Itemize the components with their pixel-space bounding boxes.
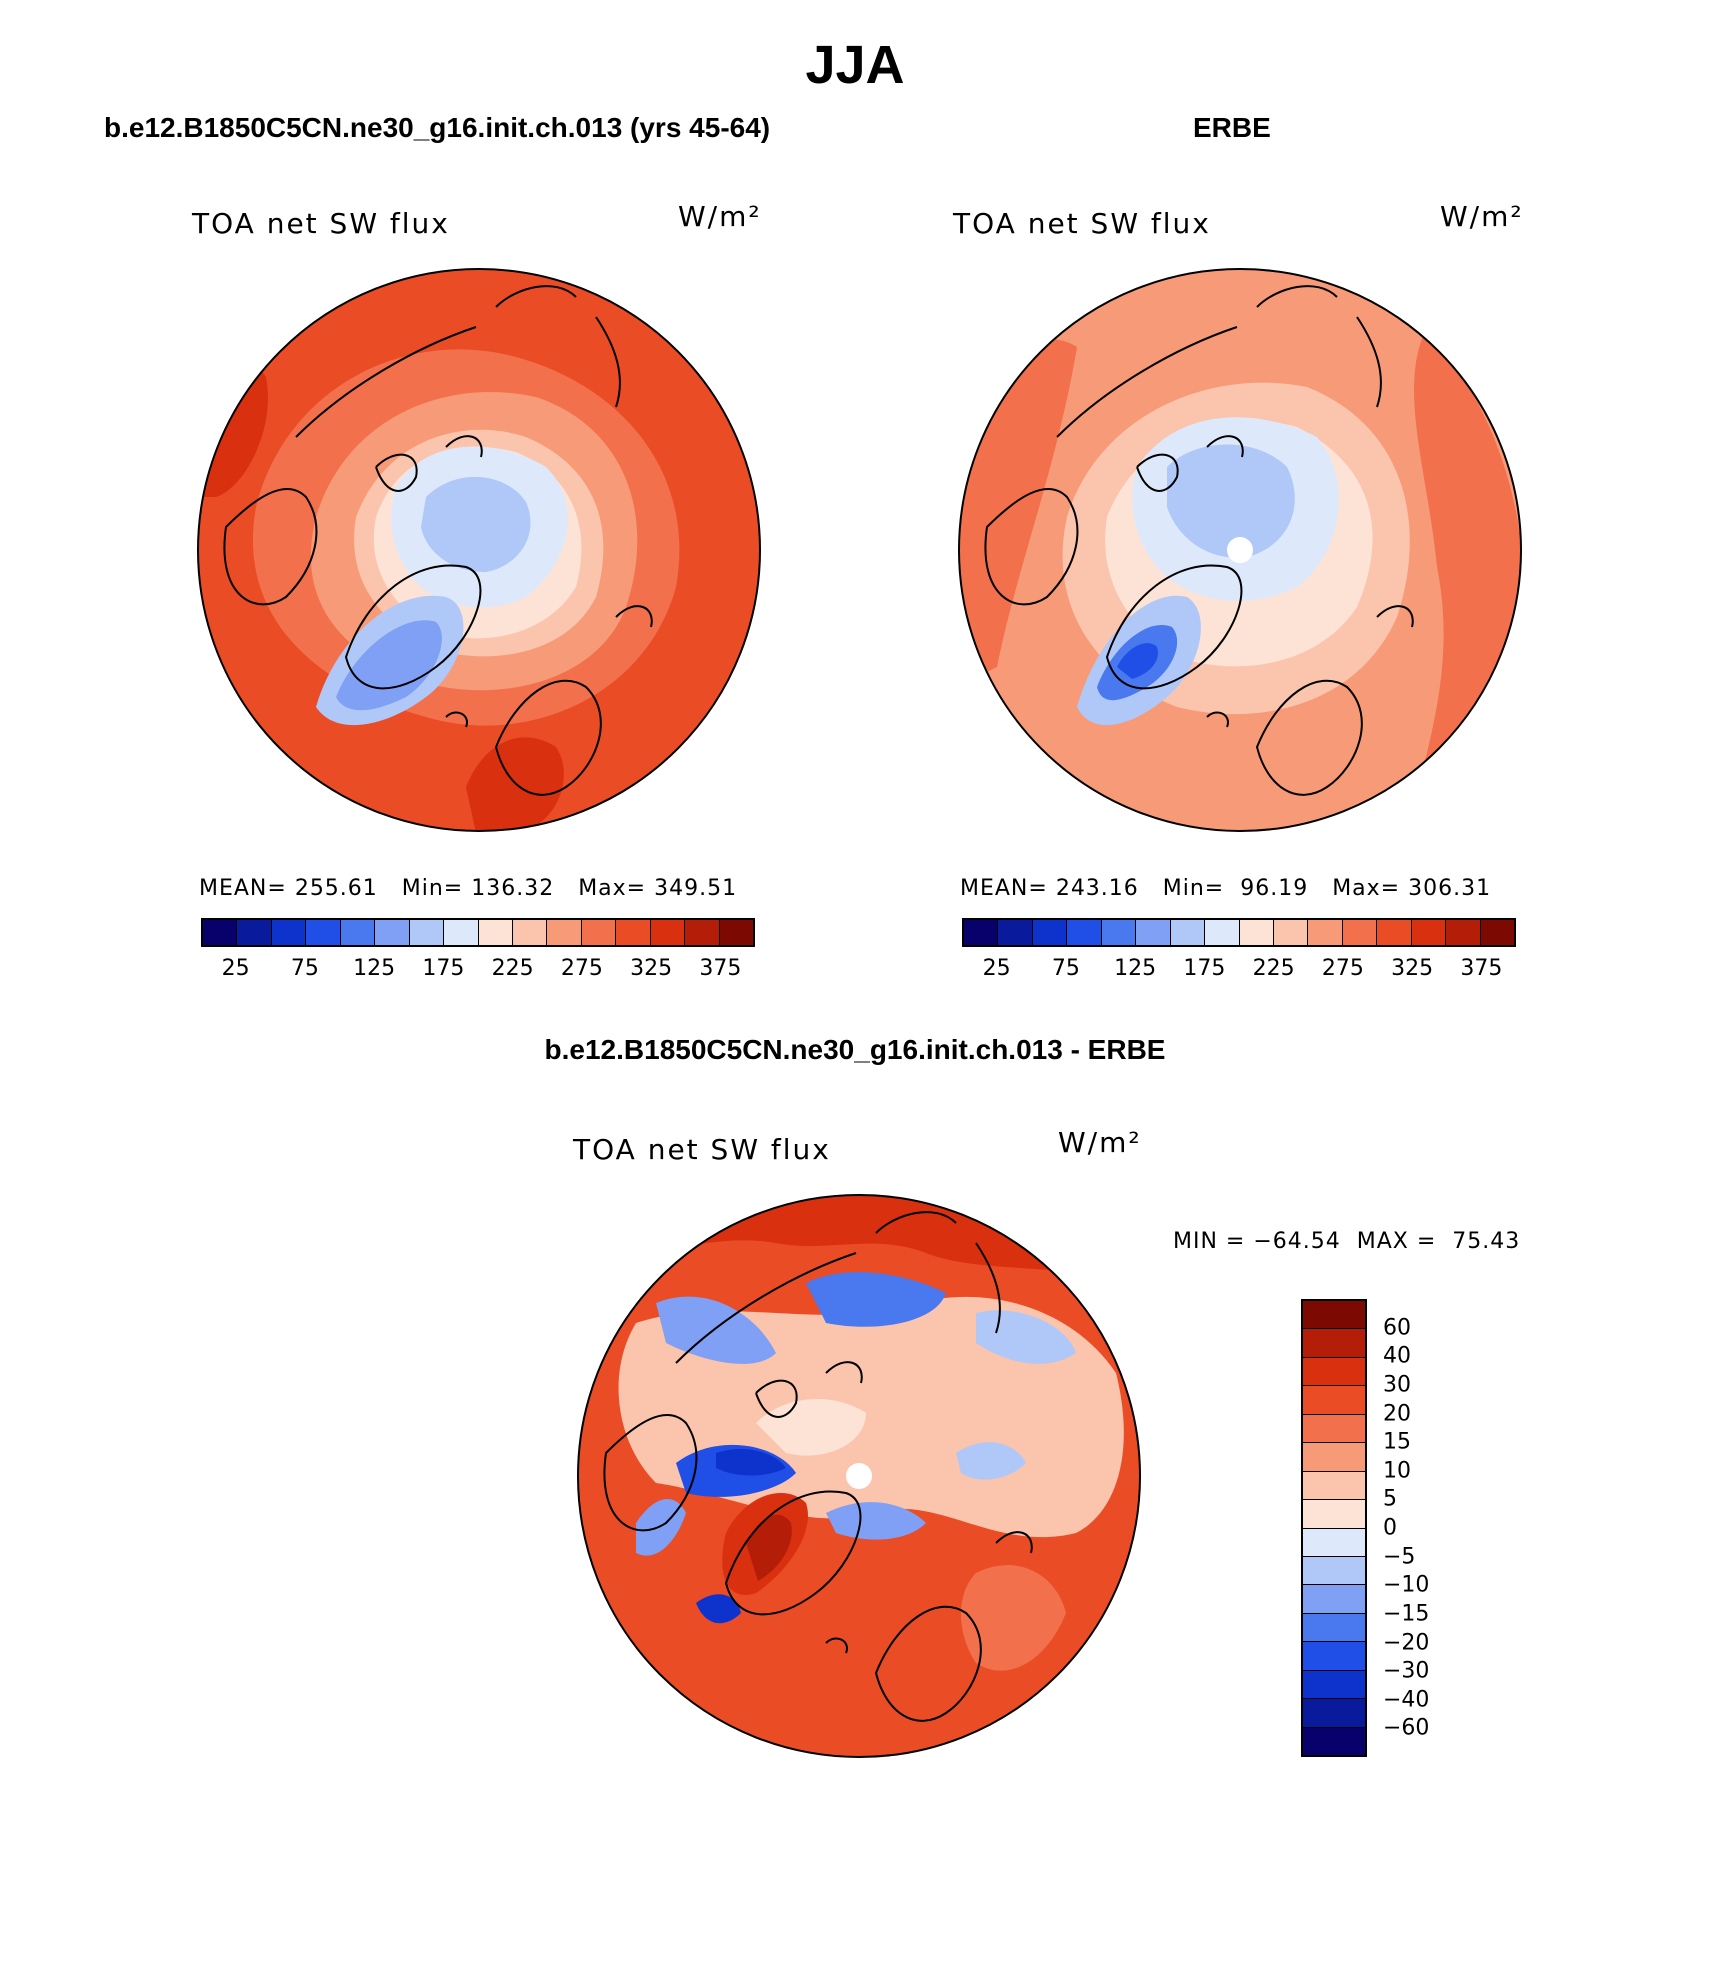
obs-colorbar-swatch	[1032, 920, 1068, 945]
model-units-label: W/m²	[678, 200, 762, 233]
obs-colorbar-swatch	[1273, 920, 1309, 945]
diff-colorbar-swatch	[1303, 1301, 1365, 1330]
obs-panel-title: ERBE	[1193, 112, 1271, 143]
diff-colorbar-swatch	[1303, 1613, 1365, 1643]
diff-colorbar-tick-label: 40	[1383, 1343, 1411, 1369]
obs-colorbar-tick-label: 75	[1051, 956, 1080, 981]
diff-colorbar	[1301, 1299, 1367, 1757]
model-colorbar-swatch	[512, 920, 548, 945]
obs-colorbar-swatch	[1136, 920, 1171, 945]
model-colorbar-swatch	[719, 920, 753, 945]
obs-colorbar-tick-label: 25	[982, 956, 1011, 981]
diff-colorbar-tick-label: 10	[1383, 1458, 1411, 1484]
obs-colorbar	[962, 918, 1516, 947]
model-colorbar-swatch	[203, 920, 238, 945]
obs-colorbar-swatch	[1377, 920, 1412, 945]
obs-colorbar-swatch	[1308, 920, 1343, 945]
model-colorbar	[201, 918, 755, 947]
diff-polar-map	[577, 1194, 1141, 1758]
diff-colorbar-swatch	[1303, 1642, 1365, 1671]
diff-units-label: W/m²	[1058, 1126, 1142, 1159]
diff-colorbar-tick-label: −15	[1383, 1601, 1430, 1627]
obs-colorbar-swatch	[964, 920, 999, 945]
diff-colorbar-swatch	[1303, 1471, 1365, 1501]
model-colorbar-swatch	[444, 920, 479, 945]
model-colorbar-swatch	[650, 920, 686, 945]
diff-colorbar-tick-label: 20	[1383, 1401, 1411, 1426]
diff-colorbar-swatch	[1303, 1585, 1365, 1614]
diff-colorbar-swatch	[1303, 1699, 1365, 1728]
obs-units-label: W/m²	[1440, 200, 1524, 233]
figure-title: JJA	[805, 35, 905, 95]
diff-colorbar-swatch	[1303, 1670, 1365, 1700]
model-panel-title: b.e12.B1850C5CN.ne30_g16.init.ch.013 (yr…	[104, 112, 771, 143]
model-colorbar-tick-label: 325	[630, 956, 673, 981]
diff-colorbar-swatch	[1303, 1386, 1365, 1415]
diff-colorbar-tick-label: 60	[1383, 1315, 1411, 1341]
model-colorbar-tick-label: 125	[353, 956, 396, 981]
diff-colorbar-swatch	[1303, 1329, 1365, 1358]
obs-colorbar-swatch	[1170, 920, 1206, 945]
diff-panel-title: b.e12.B1850C5CN.ne30_g16.init.ch.013 - E…	[544, 1034, 1166, 1065]
model-colorbar-swatch	[375, 920, 410, 945]
obs-colorbar-swatch	[1342, 920, 1378, 945]
obs-colorbar-tick-label: 325	[1391, 956, 1434, 981]
model-colorbar-tick-label: 375	[699, 956, 742, 981]
obs-colorbar-swatch	[998, 920, 1033, 945]
diff-colorbar-swatch	[1303, 1500, 1365, 1529]
model-colorbar-tick-label: 25	[221, 956, 250, 981]
obs-colorbar-swatch	[1446, 920, 1481, 945]
obs-colorbar-tick-label: 175	[1183, 956, 1226, 981]
obs-colorbar-swatch	[1205, 920, 1240, 945]
model-colorbar-swatch	[237, 920, 272, 945]
model-colorbar-tick-label: 275	[560, 956, 603, 981]
diff-stats: MIN = −64.54 MAX = 75.43	[1173, 1229, 1521, 1254]
obs-colorbar-swatch	[1411, 920, 1447, 945]
obs-polar-map	[958, 268, 1522, 832]
diff-colorbar-tick-label: 0	[1383, 1515, 1397, 1541]
obs-colorbar-swatch	[1239, 920, 1274, 945]
diff-colorbar-tick-label: 30	[1383, 1372, 1411, 1398]
model-colorbar-swatch	[409, 920, 445, 945]
obs-colorbar-tick-label: 275	[1321, 956, 1364, 981]
model-colorbar-swatch	[271, 920, 307, 945]
obs-colorbar-tick-label: 225	[1252, 956, 1295, 981]
model-colorbar-swatch	[340, 920, 376, 945]
diff-colorbar-tick-label: −30	[1383, 1658, 1430, 1684]
diff-colorbar-tick-label: −40	[1383, 1687, 1430, 1713]
obs-colorbar-tick-label: 125	[1114, 956, 1157, 981]
obs-variable-label: TOA net SW flux	[953, 207, 1211, 240]
obs-colorbar-swatch	[1067, 920, 1102, 945]
model-variable-label: TOA net SW flux	[192, 207, 450, 240]
model-stats: MEAN= 255.61 Min= 136.32 Max= 349.51	[199, 876, 738, 901]
model-colorbar-tick-label: 225	[491, 956, 534, 981]
model-colorbar-swatch	[306, 920, 341, 945]
diff-colorbar-tick-label: −5	[1383, 1544, 1416, 1570]
obs-colorbar-tick-label: 375	[1460, 956, 1503, 981]
diff-colorbar-tick-label: 15	[1383, 1429, 1411, 1455]
model-colorbar-swatch	[581, 920, 617, 945]
obs-stats: MEAN= 243.16 Min= 96.19 Max= 306.31	[960, 876, 1492, 901]
diff-colorbar-swatch	[1303, 1443, 1365, 1472]
model-polar-map	[197, 268, 761, 832]
model-colorbar-swatch	[616, 920, 651, 945]
model-colorbar-swatch	[685, 920, 720, 945]
model-colorbar-swatch	[547, 920, 582, 945]
diff-variable-label: TOA net SW flux	[573, 1133, 831, 1166]
diff-colorbar-swatch	[1303, 1727, 1365, 1755]
obs-colorbar-swatch	[1480, 920, 1514, 945]
diff-colorbar-tick-label: 5	[1383, 1486, 1397, 1512]
obs-colorbar-swatch	[1101, 920, 1137, 945]
model-colorbar-tick-label: 175	[422, 956, 465, 981]
diff-colorbar-swatch	[1303, 1556, 1365, 1586]
diff-colorbar-swatch	[1303, 1528, 1365, 1557]
diff-colorbar-tick-label: −20	[1383, 1630, 1430, 1655]
model-colorbar-swatch	[478, 920, 513, 945]
diff-colorbar-tick-label: −10	[1383, 1572, 1430, 1598]
diff-colorbar-swatch	[1303, 1414, 1365, 1444]
model-colorbar-tick-label: 75	[290, 956, 319, 981]
diff-colorbar-swatch	[1303, 1357, 1365, 1387]
diff-colorbar-tick-label: −60	[1383, 1715, 1430, 1741]
